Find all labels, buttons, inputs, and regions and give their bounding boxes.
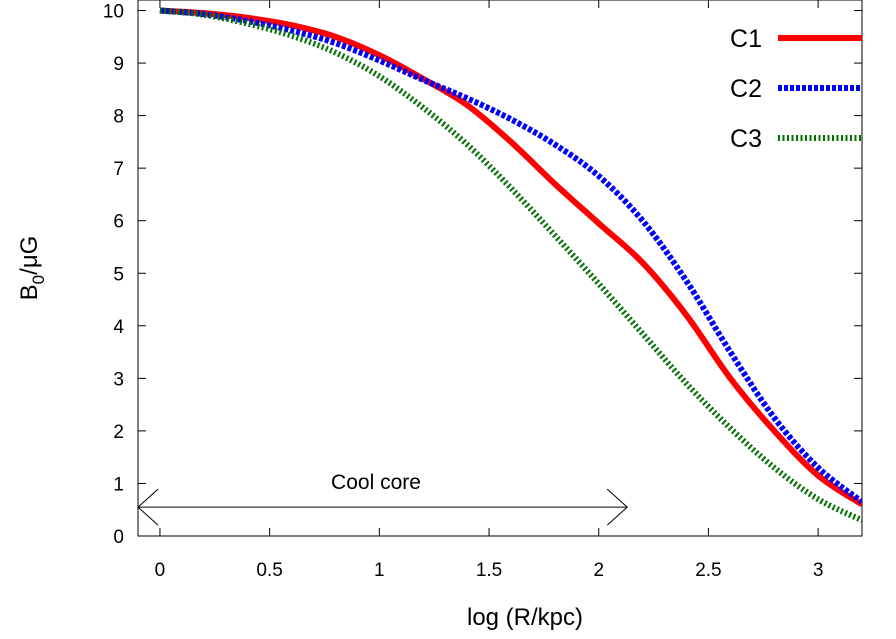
legend-label-c2: C2 — [730, 75, 762, 103]
y-tick-label: 7 — [113, 159, 124, 180]
x-axis-label: log (R/kpc) — [467, 604, 583, 631]
y-tick-label: 0 — [113, 527, 124, 548]
y-axis-label: B0/μG — [16, 236, 48, 301]
x-axis: 0 0.5 1 1.5 2 2.5 3 — [155, 0, 824, 581]
y-tick-label: 6 — [113, 212, 124, 233]
y-axis-label-subscript: 0 — [29, 275, 48, 284]
arrowhead-left — [137, 488, 159, 526]
cool-core-label: Cool core — [331, 471, 421, 494]
x-tick-label: 3 — [813, 560, 824, 581]
legend: C1 C2 C3 — [730, 25, 862, 153]
annotation-layer: Cool core — [137, 471, 628, 526]
y-tick-label: 8 — [113, 107, 124, 128]
y-tick-label: 1 — [113, 474, 124, 495]
series-layer — [159, 7, 862, 523]
x-tick-label: 1.5 — [476, 560, 502, 581]
series-line-c2 — [159, 7, 862, 505]
y-tick-label: 9 — [113, 54, 124, 75]
y-tick-label: 5 — [113, 264, 124, 285]
series-line-c1 — [159, 7, 862, 507]
x-tick-label: 0 — [155, 560, 166, 581]
y-axis-label-unit: /μG — [16, 236, 43, 275]
y-tick-label: 3 — [113, 369, 124, 390]
y-axis-label-base: B — [16, 284, 43, 300]
y-tick-label: 10 — [103, 2, 124, 23]
arrowhead-right — [606, 488, 628, 526]
legend-label-c3: C3 — [730, 125, 762, 153]
x-tick-label: 2.5 — [695, 560, 721, 581]
x-tick-label: 0.5 — [256, 560, 282, 581]
x-tick-label: 1 — [374, 560, 385, 581]
x-tick-label: 2 — [593, 560, 604, 581]
y-tick-label: 2 — [113, 422, 124, 443]
legend-label-c1: C1 — [730, 25, 762, 53]
plot-frame — [137, 0, 863, 537]
y-tick-label: 4 — [113, 317, 124, 338]
y-axis: 0 1 2 3 4 5 6 7 8 9 10 — [103, 2, 862, 548]
